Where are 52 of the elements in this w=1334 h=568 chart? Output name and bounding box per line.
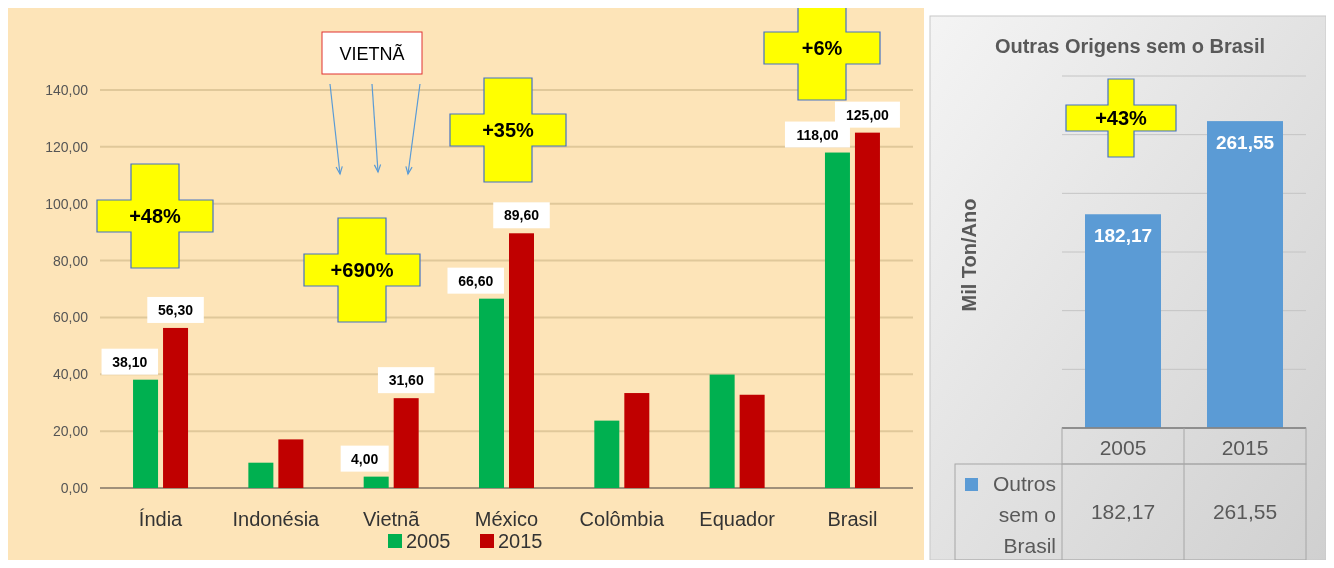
data-label: 89,60 — [503, 207, 540, 224]
annotation: +43% — [1095, 107, 1148, 129]
x-tick-label: Indonésia — [232, 508, 321, 530]
text: 261,55 — [1215, 132, 1275, 154]
y-tick-label: 80,00 — [52, 252, 89, 269]
bar — [248, 462, 274, 488]
data-label: 118,00 — [796, 126, 839, 143]
legend-label: 2005 — [406, 530, 451, 552]
data-label: 4,00 — [351, 450, 379, 467]
x-tick-label: Vietnã — [363, 508, 421, 530]
data-label: 182,17 — [1090, 500, 1156, 523]
y-tick-label: 20,00 — [52, 423, 89, 440]
bar — [709, 374, 735, 488]
y-tick-label: 140,00 — [45, 82, 89, 98]
bar — [278, 439, 304, 488]
data-label: 261,55 — [1212, 500, 1278, 523]
text: VIETNÃ — [339, 43, 405, 64]
annotation: +48% — [129, 205, 182, 227]
bar — [393, 398, 419, 488]
data-label: 56,30 — [158, 301, 194, 318]
y-axis-title: Mil Ton/Ano — [958, 198, 980, 312]
legend-label: 2015 — [498, 530, 543, 552]
bar — [363, 476, 389, 488]
chart-title: Outras Origens sem o Brasil — [994, 35, 1266, 57]
annotation: +35% — [482, 119, 535, 141]
bar — [479, 298, 504, 488]
bar — [824, 152, 850, 488]
x-tick-label: Colômbia — [579, 508, 665, 530]
text: +6% — [801, 37, 843, 59]
y-tick-label: 100,00 — [45, 195, 89, 212]
bar — [624, 393, 650, 488]
bar — [133, 379, 159, 488]
x-tick-label: México — [474, 508, 539, 530]
bar — [854, 132, 880, 488]
data-label: 66,60 — [458, 272, 494, 289]
bar — [739, 394, 765, 488]
annotation: +690% — [330, 259, 394, 281]
bar — [594, 420, 620, 488]
bar — [509, 233, 534, 488]
x-tick-label: Brasil — [827, 508, 878, 530]
legend-label: Outros sem o Brasil — [992, 472, 1056, 557]
y-tick-label: 40,00 — [52, 366, 89, 383]
x-tick-label: Equador — [699, 508, 776, 530]
y-tick-label: 0,00 — [60, 480, 89, 496]
y-tick-label: 60,00 — [52, 309, 89, 326]
text: 182,17 — [1093, 225, 1153, 247]
y-tick-label: 120,00 — [45, 138, 89, 155]
data-label: 31,60 — [388, 372, 424, 389]
data-label: 125,00 — [846, 106, 890, 123]
x-tick-label: Índia — [138, 508, 184, 530]
data-label: 38,10 — [112, 353, 148, 370]
bar — [163, 327, 189, 488]
